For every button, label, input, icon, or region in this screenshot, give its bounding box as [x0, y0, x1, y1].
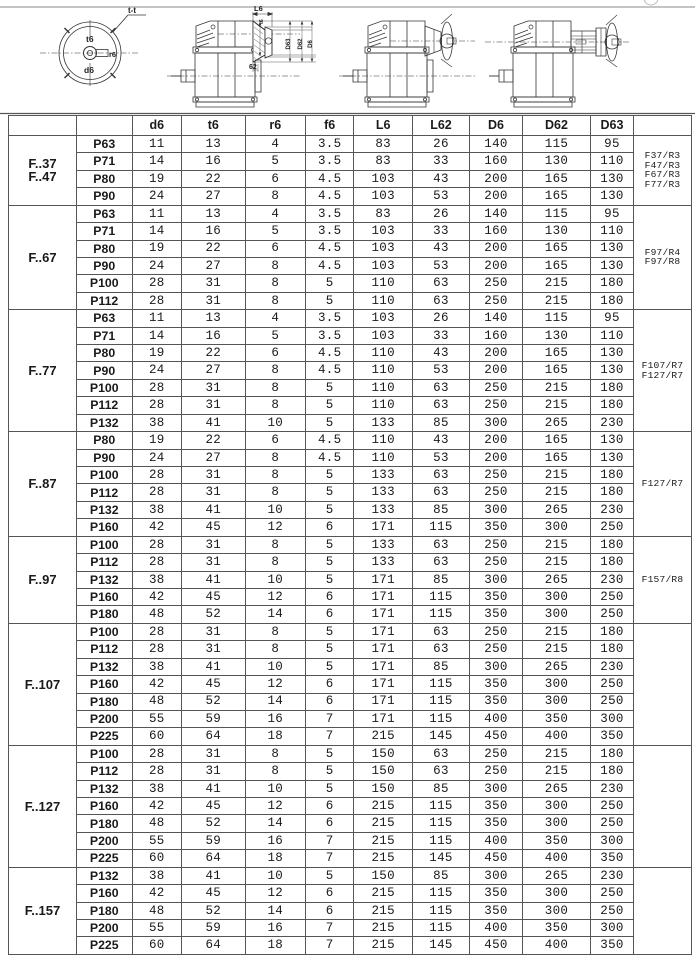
svg-text:D63: D63 [286, 38, 292, 50]
svg-text:t-t: t-t [128, 6, 136, 15]
svg-text:r6: r6 [109, 50, 116, 59]
svg-text:D62: D62 [298, 38, 304, 50]
svg-text:L6: L6 [254, 4, 263, 13]
svg-text:62: 62 [249, 64, 257, 71]
svg-text:t6: t6 [259, 19, 265, 24]
svg-text:D6: D6 [308, 40, 314, 48]
svg-text:d6: d6 [84, 65, 94, 75]
svg-text:t6: t6 [86, 34, 94, 44]
